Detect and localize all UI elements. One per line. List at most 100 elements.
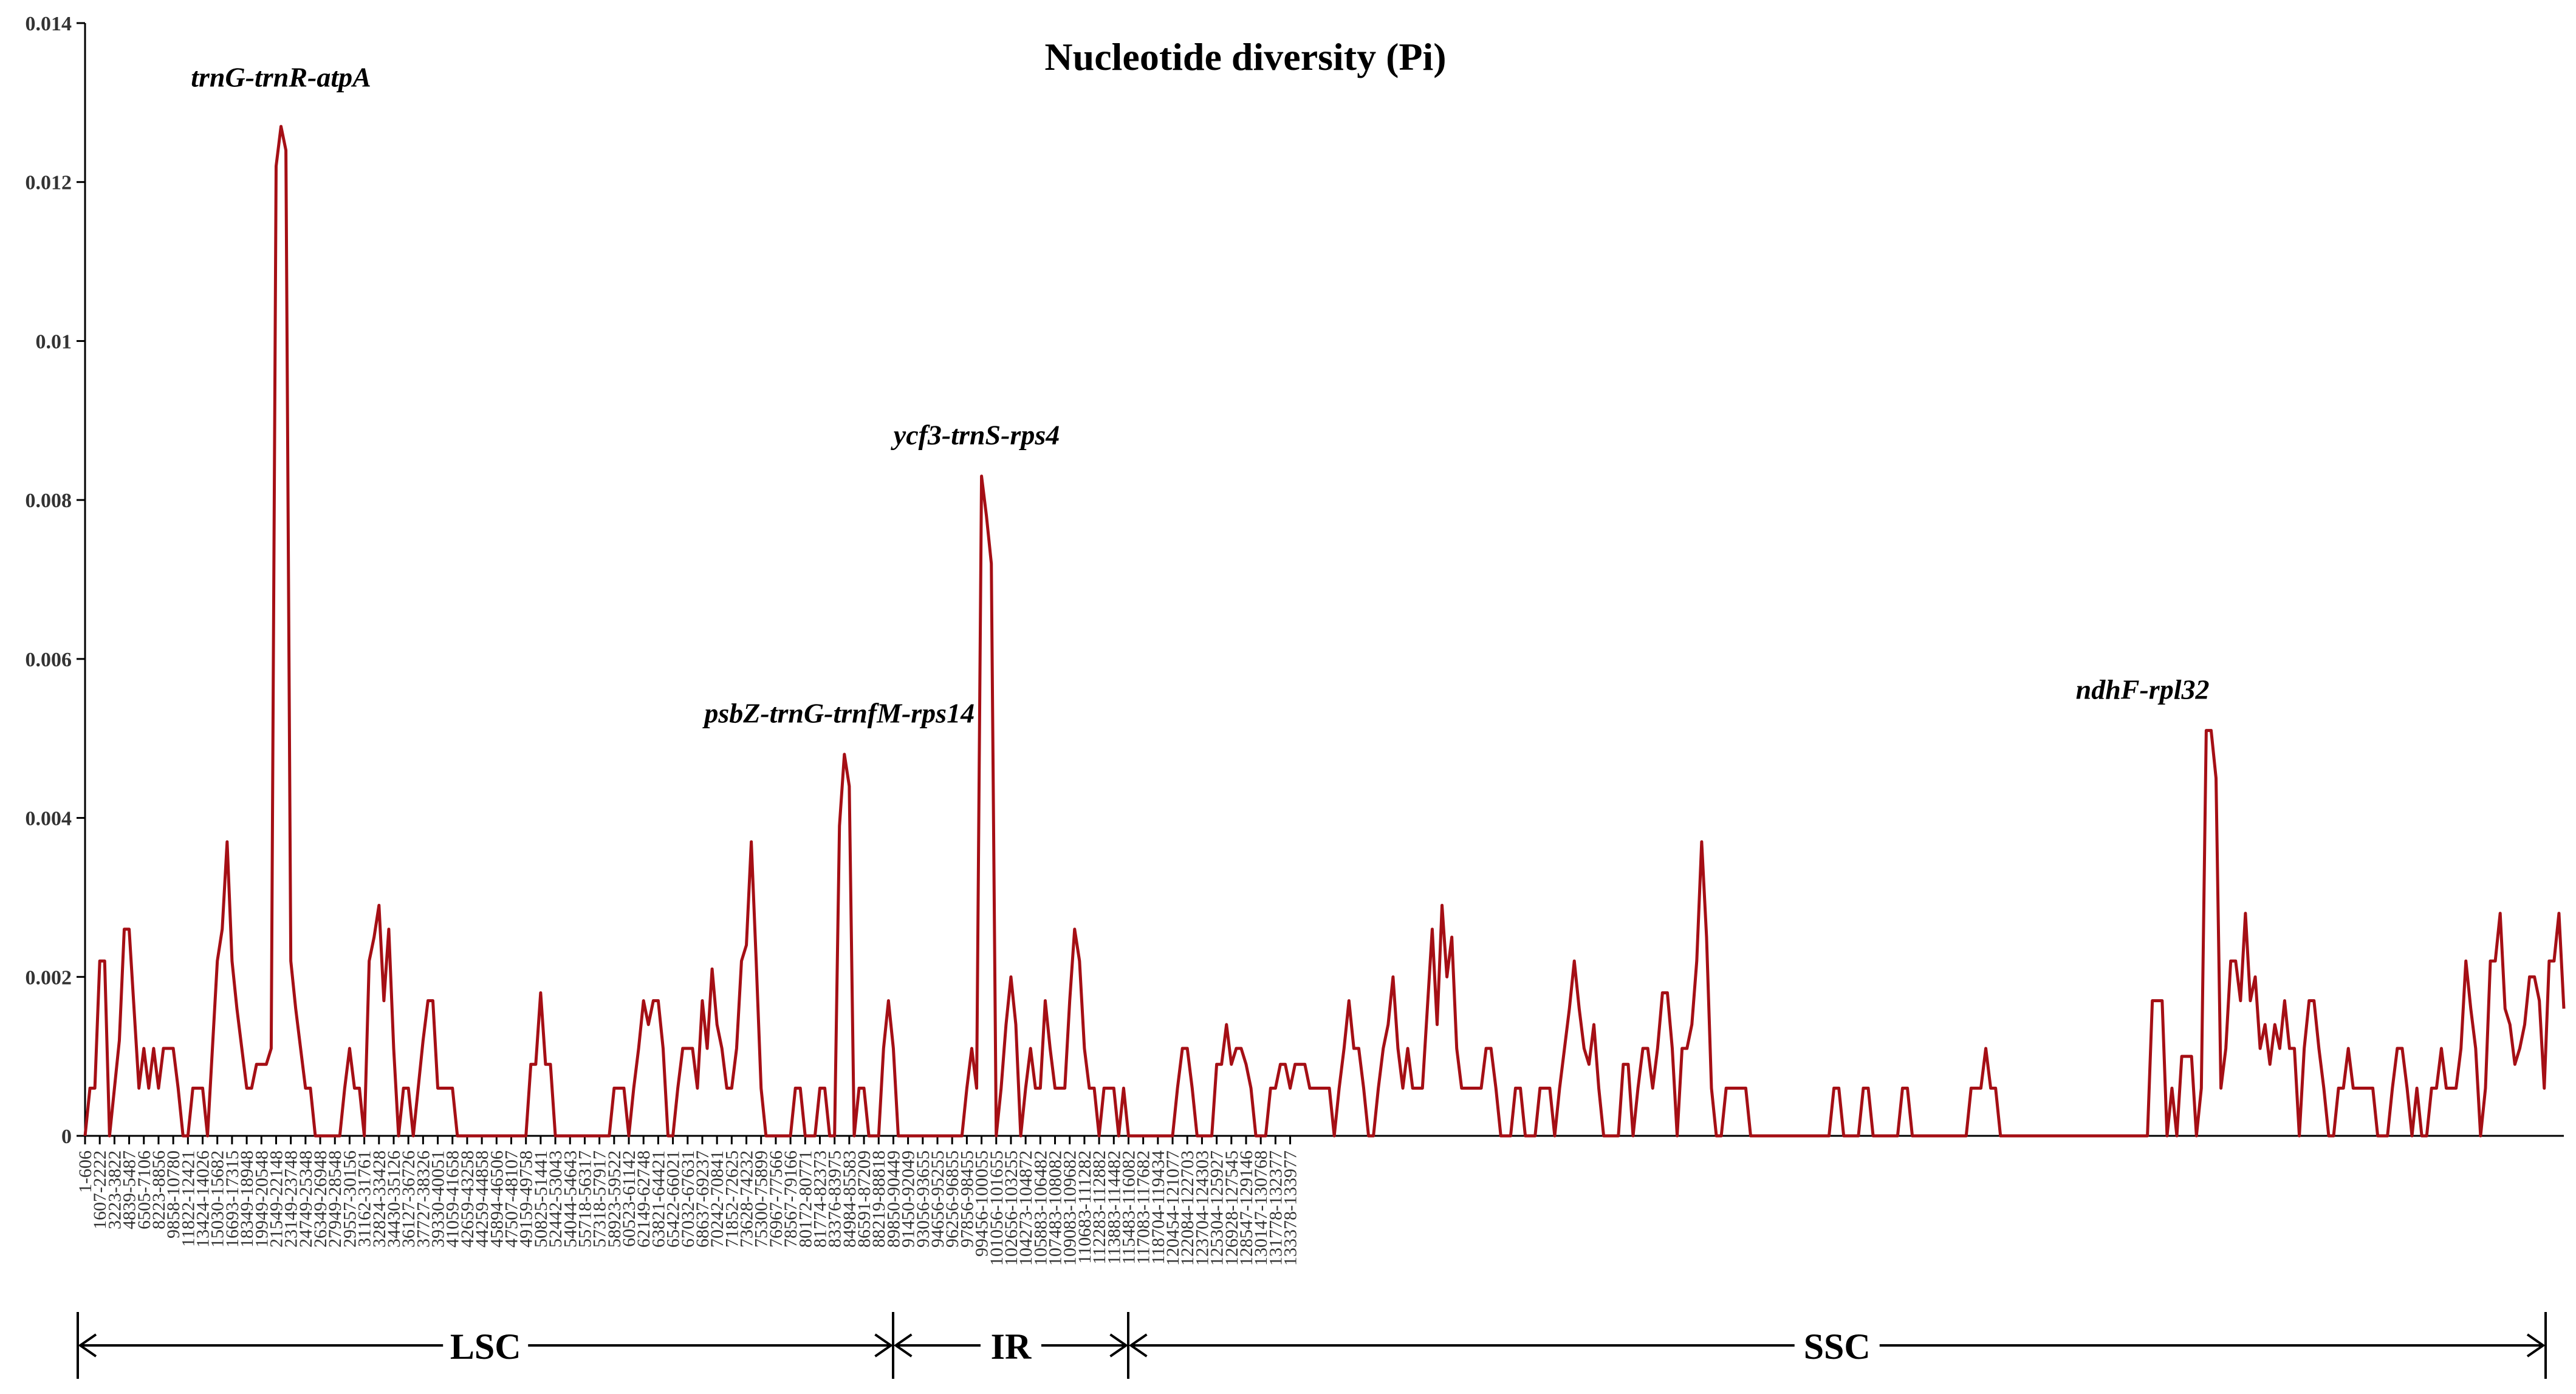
region-arrow-left: [78, 1333, 97, 1358]
x-tick-label: 26349-26948: [310, 1150, 331, 1248]
y-tick-label: 0.012: [26, 172, 72, 194]
x-tick-label: 24749-25348: [296, 1150, 316, 1248]
region-arrow-right: [874, 1333, 893, 1358]
x-tick-label: 57318-57917: [590, 1150, 610, 1248]
x-tick-label: 120454-121077: [1163, 1150, 1183, 1266]
x-tick-label: 101056-101655: [987, 1150, 1007, 1266]
x-tick-label: 23149-23748: [281, 1150, 301, 1248]
y-axis: 0 0.002 0.004 0.006 0.008 0.01 0.012 0.014: [26, 13, 86, 1148]
x-tick-label: 9858-10780: [163, 1150, 183, 1239]
x-tick-label: 50825-51441: [531, 1150, 551, 1248]
x-tick-label: 93056-93655: [913, 1150, 933, 1248]
x-tick-label: 29557-30156: [340, 1150, 360, 1248]
x-tick-label: 55718-56317: [575, 1150, 595, 1248]
peak-annotation: psbZ-trnG-trnfM-rps14: [702, 698, 975, 729]
x-tick-label: 126928-127545: [1222, 1150, 1242, 1266]
region-arrow-left: [893, 1333, 913, 1358]
x-tick-label: 45894-46506: [487, 1150, 507, 1248]
x-tick-label: 73628-74232: [737, 1150, 757, 1248]
x-tick-label: 104273-104872: [1016, 1150, 1036, 1266]
x-tick-label: 71852-72625: [722, 1150, 742, 1248]
x-axis: 1-6061607-22223223-38224839-54876505-710…: [75, 1135, 2564, 1266]
x-tick-label: 118704-119434: [1148, 1150, 1168, 1265]
x-tick-label: 63821-64421: [648, 1150, 668, 1248]
x-tick-label: 83376-83975: [825, 1150, 845, 1248]
x-tick-label: 6505-7106: [134, 1150, 154, 1229]
x-tick-label: 131778-132377: [1266, 1150, 1286, 1266]
peak-annotation: ndhF-rpl32: [2076, 674, 2210, 705]
x-tick-label: 122084-122703: [1177, 1150, 1197, 1266]
x-tick-label: 21549-22148: [266, 1150, 286, 1248]
y-tick-label: 0.01: [36, 330, 72, 353]
x-tick-label: 105883-106482: [1030, 1150, 1050, 1266]
x-tick-label: 89850-90449: [883, 1150, 903, 1248]
x-tick-label: 39330-40051: [428, 1150, 448, 1248]
x-tick-label: 11822-12421: [178, 1150, 198, 1247]
x-tick-label: 1607-2222: [90, 1150, 110, 1229]
x-tick-label: 102656-103255: [1001, 1150, 1021, 1266]
x-tick-label: 13424-14026: [193, 1150, 213, 1248]
region-label: LSC: [450, 1327, 521, 1367]
y-tick-label: 0.006: [26, 649, 72, 671]
y-tick-label: 0: [61, 1126, 72, 1148]
x-tick-label: 81774-82373: [810, 1150, 830, 1248]
x-tick-label: 128547-129146: [1236, 1150, 1256, 1266]
x-tick-label: 94656-95255: [928, 1150, 948, 1248]
x-tick-label: 41059-41658: [443, 1150, 463, 1248]
x-tick-label: 16693-17315: [222, 1150, 242, 1248]
x-tick-label: 97856-98455: [957, 1150, 977, 1248]
x-tick-label: 42659-43258: [457, 1150, 478, 1248]
region-label: IR: [991, 1327, 1032, 1367]
region-label: SSC: [1804, 1327, 1871, 1367]
x-tick-label: 78567-79166: [781, 1150, 801, 1248]
x-tick-label: 84984-85583: [840, 1150, 860, 1248]
x-tick-label: 19949-20548: [252, 1150, 272, 1248]
x-tick-label: 70242-70841: [707, 1150, 727, 1248]
x-tick-label: 8223-8856: [149, 1150, 169, 1229]
peak-annotation: ycf3-trnS-rps4: [891, 420, 1060, 451]
x-tick-label: 88219-88818: [869, 1150, 889, 1248]
x-tick-label: 47507-48107: [502, 1150, 522, 1248]
peak-annotation: trnG-trnR-atpA: [191, 62, 371, 93]
x-tick-label: 36127-36726: [399, 1150, 419, 1248]
x-tick-label: 54044-54643: [560, 1150, 580, 1248]
x-tick-label: 27949-28548: [325, 1150, 345, 1248]
x-tick-label: 52442-53043: [546, 1150, 566, 1248]
x-tick-label: 44259-44858: [472, 1150, 492, 1248]
annotations: trnG-trnR-atpA psbZ-trnG-trnfM-rps14 ycf3-…: [191, 62, 2209, 729]
region-brackets: LSC IR SSC: [77, 1312, 2547, 1379]
x-tick-label: 65422-66021: [663, 1150, 683, 1248]
x-tick-label: 80172-80771: [795, 1150, 815, 1248]
x-tick-label: 67032-67631: [678, 1150, 698, 1248]
x-tick-label: 113883-114482: [1104, 1150, 1124, 1265]
x-tick-label: 112283-112882: [1089, 1150, 1109, 1265]
x-tick-label: 1-606: [75, 1150, 95, 1193]
x-tick-label: 34430-35126: [384, 1150, 404, 1248]
x-tick-label: 107483-108082: [1046, 1150, 1066, 1266]
x-tick-label: 96256-96855: [942, 1150, 962, 1248]
x-tick-label: 123704-124303: [1192, 1150, 1212, 1266]
x-tick-label: 62149-62748: [634, 1150, 654, 1248]
chart-title: Nucleotide diversity (Pi): [1044, 35, 1446, 78]
x-tick-label: 91450-92049: [899, 1150, 919, 1248]
x-tick-label: 15030-15682: [208, 1150, 228, 1248]
x-tick-label: 130147-130768: [1251, 1150, 1271, 1266]
x-tick-label: 110683-111282: [1075, 1150, 1095, 1264]
y-tick-label: 0.014: [26, 13, 72, 35]
x-tick-label: 115483-116082: [1118, 1150, 1139, 1265]
x-tick-label: 99456-100055: [972, 1150, 992, 1257]
x-tick-label: 60523-61142: [619, 1150, 639, 1247]
x-tick-label: 75300-75899: [752, 1150, 772, 1248]
x-tick-label: 86591-87209: [854, 1150, 874, 1248]
pi-series-line: [83, 125, 2566, 1138]
x-tick-label: 109083-109682: [1060, 1150, 1080, 1266]
x-tick-label: 31162-31761: [355, 1150, 375, 1247]
x-tick-label: 3223-3822: [104, 1150, 125, 1229]
region-arrow-right: [1109, 1333, 1128, 1358]
x-tick-label: 125304-125927: [1207, 1150, 1227, 1266]
y-tick-label: 0.004: [26, 808, 72, 830]
region-arrow-right: [2526, 1333, 2546, 1358]
y-tick-label: 0.002: [26, 966, 72, 989]
x-tick-label: 18349-18948: [237, 1150, 257, 1248]
